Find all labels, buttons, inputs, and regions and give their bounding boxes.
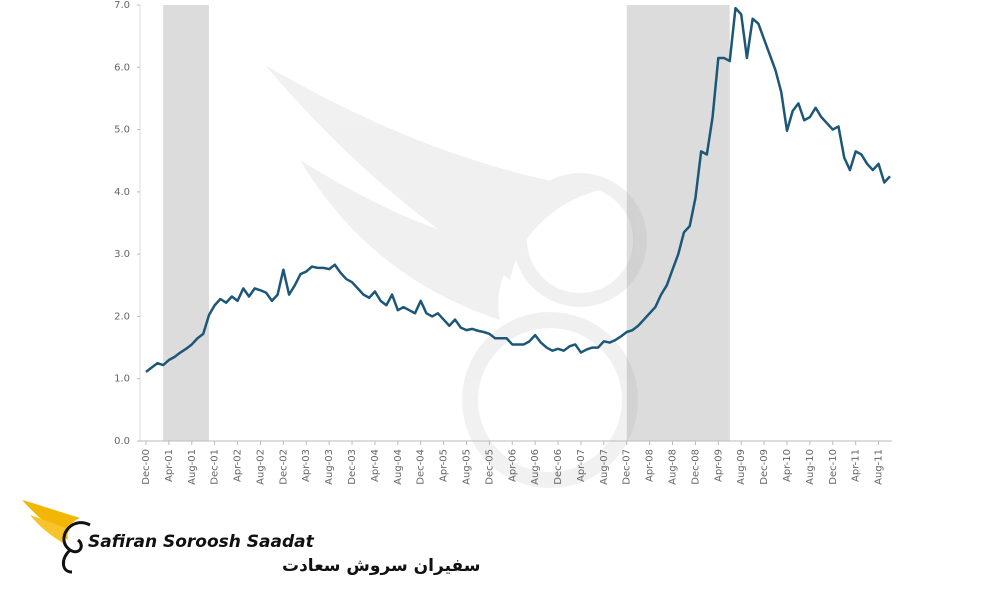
x-tick-label: Dec-10 <box>828 449 839 485</box>
y-tick-label: 0.0 <box>114 436 130 447</box>
brand-name-fa: سفیران سروش سعادت <box>282 556 480 576</box>
x-tick-label: Dec-04 <box>416 449 427 485</box>
x-tick-label: Dec-00 <box>141 449 152 485</box>
x-tick-label: Dec-05 <box>484 449 495 485</box>
shaded-band <box>163 5 209 441</box>
brand-name: Safiran Soroosh Saadat <box>88 532 315 552</box>
watermark-logo <box>265 65 647 488</box>
data-line <box>145 6 891 373</box>
x-tick-label: Apr-03 <box>301 449 312 482</box>
shaded-bands <box>163 5 730 441</box>
x-tick-label: Aug-01 <box>187 449 198 485</box>
x-tick-label: Aug-04 <box>393 449 404 485</box>
y-tick-label: 6.0 <box>114 62 130 73</box>
y-tick-label: 2.0 <box>114 311 130 322</box>
x-tick-label: Apr-07 <box>576 449 587 482</box>
y-tick-label: 7.0 <box>114 0 130 11</box>
x-tick-label: Aug-07 <box>599 449 610 485</box>
x-tick-label: Aug-09 <box>736 449 747 485</box>
x-tick-label: Dec-01 <box>210 449 221 485</box>
y-tick-label: 4.0 <box>114 187 130 198</box>
x-tick-label: Aug-05 <box>461 449 472 485</box>
shaded-band <box>626 5 730 441</box>
logo: Safiran Soroosh Saadat سفیران سروش سعادت <box>22 500 480 576</box>
x-tick-label: Dec-02 <box>278 449 289 485</box>
x-tick-label: Dec-09 <box>759 449 770 485</box>
x-tick-label: Aug-10 <box>805 449 816 485</box>
x-tick-label: Aug-11 <box>874 449 885 485</box>
x-tick-label: Apr-02 <box>233 449 244 482</box>
x-tick-label: Apr-01 <box>164 449 175 482</box>
x-tick-label: Apr-10 <box>782 449 793 482</box>
x-tick-label: Apr-04 <box>370 449 381 482</box>
x-tick-label: Apr-06 <box>507 449 518 482</box>
y-tick-label: 1.0 <box>114 374 130 385</box>
x-tick-label: Aug-06 <box>530 449 541 485</box>
x-tick-label: Apr-11 <box>851 449 862 482</box>
x-tick-label: Dec-03 <box>347 449 358 485</box>
x-tick-label: Apr-09 <box>713 449 724 482</box>
y-tick-label: 5.0 <box>114 125 130 136</box>
x-tick-label: Aug-03 <box>324 449 335 485</box>
x-tick-label: Aug-02 <box>255 449 266 485</box>
x-tick-label: Apr-08 <box>645 449 656 482</box>
x-tick-label: Dec-06 <box>553 449 564 485</box>
y-tick-label: 3.0 <box>114 249 130 260</box>
x-tick-label: Apr-05 <box>439 449 450 482</box>
x-tick-label: Dec-07 <box>622 449 633 485</box>
x-tick-label: Aug-08 <box>668 449 679 485</box>
x-tick-label: Dec-08 <box>690 449 701 485</box>
